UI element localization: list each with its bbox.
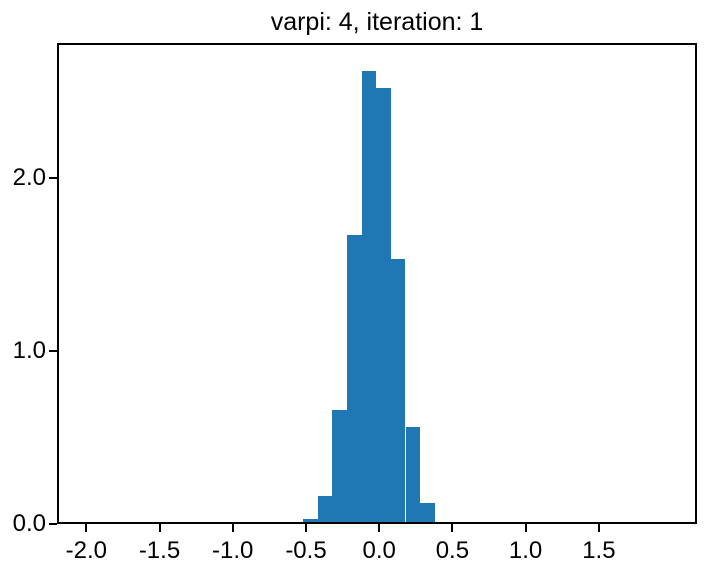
- chart-title: varpi: 4, iteration: 1: [270, 8, 484, 36]
- x-axis-tick: [524, 524, 527, 532]
- y-axis-tick-label: 2.0: [12, 164, 46, 191]
- histogram-bar: [332, 409, 347, 524]
- x-axis-tick-label: -2.0: [65, 537, 107, 564]
- x-axis-tick: [305, 524, 307, 532]
- x-axis-tick: [597, 524, 600, 532]
- histogram-bar: [434, 522, 450, 524]
- histogram-bar: [347, 235, 362, 524]
- x-axis-tick: [451, 524, 454, 532]
- histogram-bar: [376, 88, 391, 524]
- x-axis-tick-label: -1.5: [138, 537, 181, 564]
- histogram-bar: [405, 427, 421, 524]
- x-axis-tick: [231, 524, 234, 532]
- y-axis-tick-label: 0.0: [12, 510, 46, 537]
- x-axis-tick: [85, 524, 88, 532]
- y-axis-tick: [49, 177, 57, 179]
- x-axis-tick: [158, 524, 161, 532]
- x-axis-tick-label: 0.5: [435, 537, 470, 564]
- histogram-bar: [317, 496, 333, 524]
- y-axis-tick-label: 1.0: [12, 337, 46, 364]
- histogram-bar: [361, 70, 377, 524]
- histogram-bar: [420, 503, 435, 524]
- x-axis-tick-label: -0.5: [285, 537, 327, 564]
- x-axis-tick-label: 0.0: [362, 537, 396, 564]
- histogram-bar: [390, 259, 406, 524]
- x-axis-tick-label: 1.5: [582, 537, 616, 564]
- x-axis-tick-label: -1.0: [212, 537, 254, 564]
- plot-area: [57, 43, 697, 524]
- x-axis-tick: [378, 524, 381, 532]
- x-axis-tick-label: 1.0: [508, 537, 543, 564]
- y-axis-tick: [49, 523, 57, 525]
- y-axis-tick: [49, 350, 57, 352]
- histogram-bar: [303, 518, 318, 524]
